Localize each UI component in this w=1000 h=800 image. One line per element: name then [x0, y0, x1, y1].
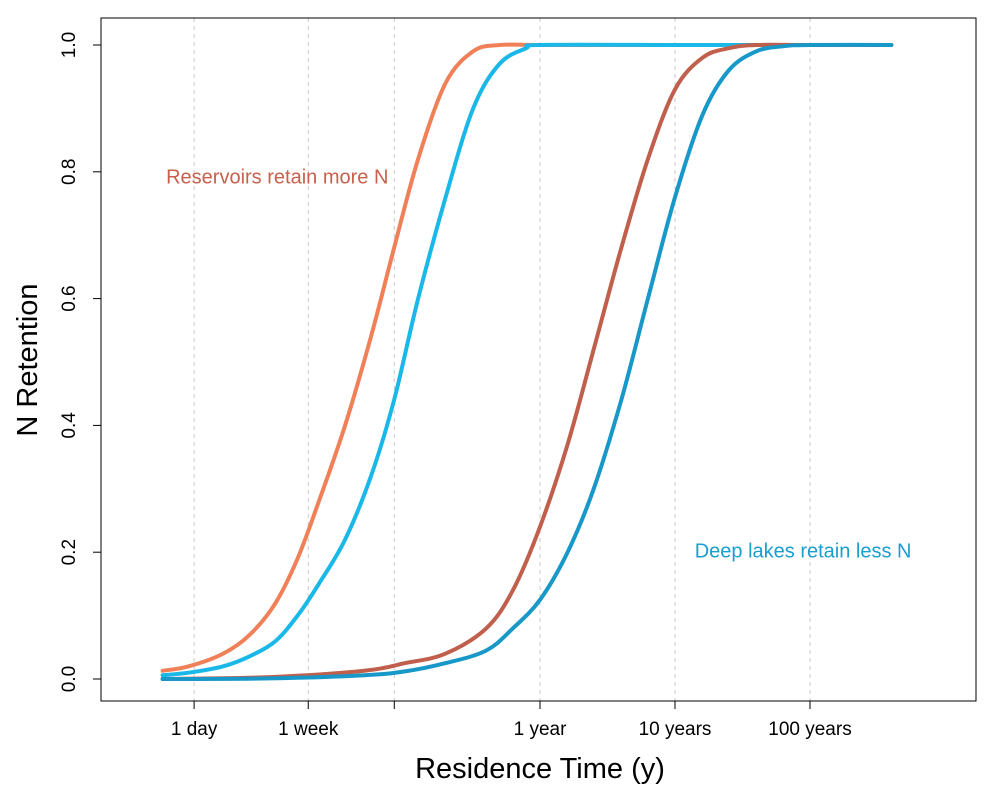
y-tick-label-4: 0.8 [59, 159, 80, 185]
series-line-1 [160, 42, 894, 678]
y-tick-label-0: 0.0 [59, 666, 80, 692]
annotation-0: Reservoirs retain more N [166, 166, 388, 188]
x-tick-label-4: 10 years [639, 719, 712, 740]
series-line-2 [160, 42, 894, 681]
series-lines [160, 42, 894, 681]
y-tick-label-3: 0.6 [59, 285, 80, 311]
grid-lines [193, 18, 811, 701]
y-tick-label-2: 0.4 [59, 412, 80, 439]
x-tick-label-0: 1 day [171, 719, 218, 740]
x-axis-title: Residence Time (y) [415, 753, 665, 785]
y-tick-label-5: 1.0 [59, 32, 80, 58]
x-axis: 1 day 1 week 1 year 10 years 100 years [171, 701, 852, 740]
series-line-0 [160, 42, 894, 673]
y-axis-title: N Retention [12, 283, 44, 436]
x-tick-label-1: 1 week [278, 719, 339, 740]
x-tick-label-3: 1 year [514, 719, 567, 740]
series-line-3 [160, 42, 894, 681]
annotations: Reservoirs retain more N Deep lakes retai… [166, 166, 911, 562]
y-tick-label-1: 0.2 [59, 539, 80, 565]
y-axis: 0.0 0.2 0.4 0.6 0.8 1.0 [59, 32, 102, 692]
annotation-1: Deep lakes retain less N [695, 540, 912, 562]
x-tick-label-5: 100 years [768, 719, 851, 740]
